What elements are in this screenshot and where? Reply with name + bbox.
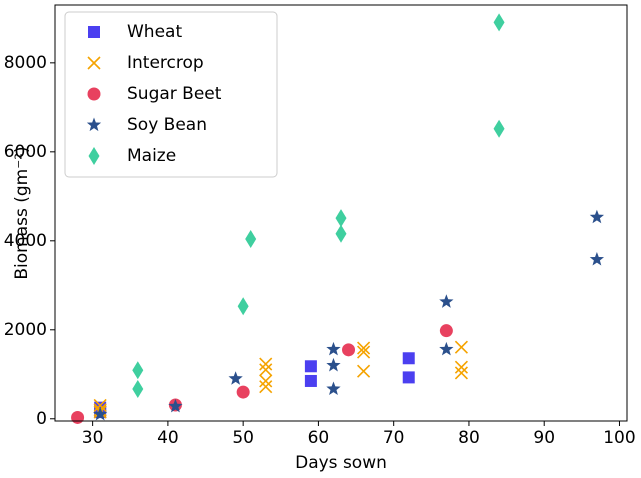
- y-tick-label: 2000: [4, 320, 47, 340]
- x-tick-label: 80: [458, 428, 480, 448]
- point: [357, 364, 371, 378]
- legend-marker: [87, 56, 101, 70]
- x-tick-label: 90: [533, 428, 555, 448]
- point: [589, 209, 605, 224]
- legend-marker: [87, 87, 101, 101]
- point: [402, 371, 415, 384]
- legend-label: Maize: [127, 146, 176, 166]
- y-tick-label: 8000: [4, 53, 47, 73]
- legend-box: [64, 11, 278, 178]
- legend-label: Intercrop: [127, 53, 204, 73]
- legend-label: Sugar Beet: [127, 84, 222, 104]
- point: [259, 374, 273, 388]
- point: [357, 341, 371, 355]
- legend-label: Soy Bean: [127, 115, 207, 135]
- point: [237, 297, 249, 316]
- point: [228, 371, 243, 385]
- point: [454, 366, 468, 380]
- point: [493, 13, 505, 32]
- point: [335, 224, 347, 243]
- point: [259, 357, 273, 371]
- point: [132, 379, 144, 398]
- point: [402, 352, 415, 365]
- legend-label: Wheat: [127, 22, 182, 42]
- x-tick-label: 70: [383, 428, 405, 448]
- point: [326, 341, 341, 356]
- point: [439, 324, 453, 338]
- x-tick-label: 50: [232, 428, 254, 448]
- y-tick-label: 0: [36, 409, 47, 429]
- point: [132, 361, 144, 380]
- y-tick-label: 6000: [4, 142, 47, 162]
- point: [168, 398, 183, 413]
- x-tick-label: 40: [157, 428, 179, 448]
- point: [326, 357, 341, 372]
- x-tick-label: 60: [308, 428, 330, 448]
- y-axis-label: Biomass (gm⁻²): [12, 146, 32, 279]
- point: [335, 209, 347, 228]
- point: [259, 363, 273, 377]
- point: [439, 294, 454, 308]
- legend-marker: [88, 26, 100, 38]
- point: [326, 381, 341, 396]
- x-axis-label: Days sown: [295, 453, 387, 473]
- x-tick-label: 30: [82, 428, 104, 448]
- point: [93, 406, 108, 421]
- legend-marker: [86, 117, 102, 132]
- point: [589, 251, 605, 266]
- point: [71, 410, 85, 424]
- point: [93, 398, 107, 412]
- point: [454, 340, 468, 354]
- point: [236, 385, 250, 399]
- point: [342, 343, 356, 357]
- point: [304, 360, 317, 373]
- point: [493, 119, 505, 138]
- point: [245, 230, 257, 249]
- point: [454, 360, 468, 374]
- legend-marker: [88, 147, 100, 165]
- plot-frame: [54, 4, 628, 422]
- point: [439, 341, 454, 356]
- point: [304, 374, 317, 387]
- point: [259, 380, 273, 394]
- y-tick-label: 4000: [4, 231, 47, 251]
- point: [357, 345, 371, 359]
- x-tick-label: 100: [603, 428, 635, 448]
